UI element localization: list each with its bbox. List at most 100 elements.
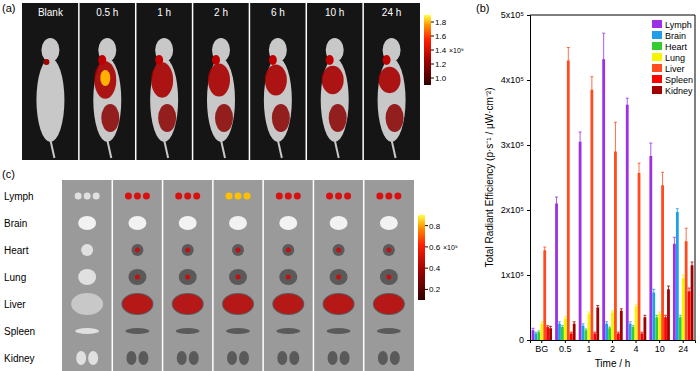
bar: [602, 59, 605, 340]
error-line: [541, 322, 542, 326]
signal: [286, 248, 291, 253]
colorbar-tick: [431, 78, 434, 79]
legend: LymphBrainHeartLungLiverSpleenKidney: [652, 20, 693, 96]
signal: [386, 248, 391, 253]
tick: 4x10⁵: [501, 75, 530, 85]
error-bar: [655, 315, 658, 319]
colorbar-tick: [425, 268, 428, 269]
organ: [229, 216, 247, 230]
organ: [184, 193, 191, 200]
bar: [679, 317, 682, 340]
mouse-body: [207, 58, 235, 142]
error-bar: [673, 237, 676, 250]
error-cap: [691, 262, 694, 263]
bar: [676, 212, 679, 340]
organ: [326, 193, 333, 200]
error-bar: [564, 317, 567, 321]
tick: 0.5: [559, 340, 572, 354]
organ: [134, 193, 141, 200]
error-line: [659, 312, 660, 316]
mouse: [207, 38, 235, 158]
organ: [330, 216, 348, 230]
organ: [143, 193, 150, 200]
separator: [306, 3, 308, 160]
organ: [276, 328, 300, 334]
bar: [579, 142, 582, 340]
row-label: Lymph: [4, 191, 34, 202]
tick-label: 10: [655, 344, 665, 354]
bar: [585, 330, 588, 340]
colorbar-tick-label: 0.4: [429, 264, 441, 273]
error-bar: [649, 143, 652, 169]
organ: [84, 193, 91, 200]
bar: [543, 250, 546, 340]
signal-hot: [100, 70, 110, 86]
legend-label: Liver: [665, 64, 685, 74]
bar: [540, 324, 543, 340]
tick-label: 1x10⁵: [501, 270, 525, 280]
error-line: [674, 237, 675, 250]
signal: [151, 62, 173, 97]
error-bar: [582, 324, 585, 328]
error-bar: [555, 197, 558, 210]
organ: [335, 193, 342, 200]
image-background: [62, 180, 414, 371]
error-line: [583, 324, 584, 328]
error-bar: [635, 304, 638, 308]
error-bar: [608, 327, 611, 330]
bar: [682, 278, 685, 340]
organ: [340, 351, 350, 365]
bar: [635, 306, 638, 340]
panel-c: (c)LymphBrainHeartLungLiverSpleenKidney0…: [2, 168, 458, 371]
bar: [546, 327, 549, 340]
legend-swatch: [652, 64, 662, 72]
error-bar: [640, 332, 643, 335]
organ: [239, 351, 249, 365]
error-cap: [584, 328, 587, 329]
error-line: [633, 326, 634, 329]
colorbar-tick: [425, 246, 428, 247]
colorbar-tick: [431, 22, 434, 23]
organ: [126, 351, 136, 365]
error-line: [544, 247, 545, 254]
signal: [379, 67, 401, 93]
error-bar: [540, 322, 543, 326]
colorbar: [424, 15, 431, 85]
error-bar: [629, 322, 632, 326]
signal: [215, 104, 233, 132]
organ: [279, 269, 297, 285]
error-bar: [611, 311, 614, 315]
error-bar: [549, 326, 552, 330]
tick: BG: [535, 340, 548, 354]
error-bar: [534, 332, 537, 335]
colorbar-tick-label: 0.6: [429, 243, 441, 252]
bar: [652, 293, 655, 340]
organ: [344, 193, 351, 200]
colorbar-tick: [431, 36, 434, 37]
error-bar: [543, 247, 546, 254]
organ: [232, 244, 244, 256]
error-cap: [688, 288, 691, 289]
signal: [94, 61, 116, 99]
organ: [385, 193, 392, 200]
x-axis-title: Time / h: [595, 358, 631, 369]
bar: [558, 324, 561, 340]
organ: [76, 351, 86, 365]
bar: [688, 291, 691, 340]
error-cap: [652, 289, 655, 290]
panel-a: (a)Blank0.5 h1 h2 h6 h10 h24 h1.01.21.41…: [2, 2, 464, 160]
legend-swatch: [652, 20, 662, 28]
tick-label: 4: [634, 344, 639, 354]
tick-mark: [541, 340, 542, 343]
bar: [632, 327, 635, 340]
error-bar: [688, 288, 691, 295]
colorbar-tick-label: 1.8: [435, 18, 447, 27]
organ: [177, 351, 187, 365]
axis-line: [531, 341, 696, 344]
row-label: Lung: [4, 272, 26, 283]
bar: [555, 204, 558, 341]
colorbar-tick-label: 1.0: [435, 74, 447, 83]
bar: [596, 308, 599, 341]
organ: [289, 351, 299, 365]
organ: [294, 193, 301, 200]
